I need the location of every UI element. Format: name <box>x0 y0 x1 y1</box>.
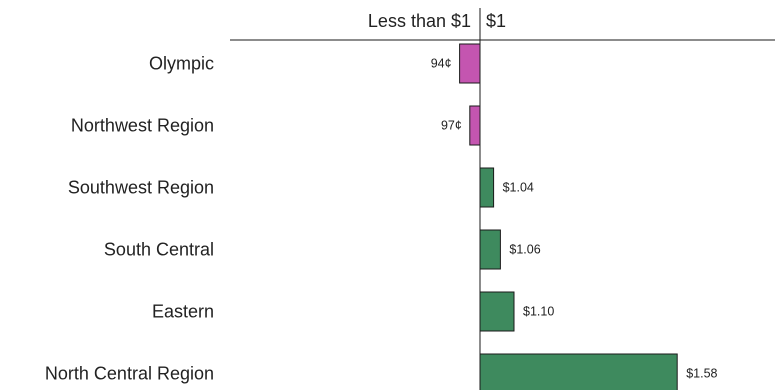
bar-rows: Olympic 94¢ Northwest Region 97¢ Southwest R… <box>45 43 718 390</box>
value-label: 94¢ <box>431 57 452 71</box>
bar-eastern <box>479 291 515 332</box>
value-label: $1.06 <box>509 243 540 257</box>
header-less-than-label: Less than $1 <box>368 11 471 31</box>
bar-north-central-region <box>479 353 678 390</box>
chart-header: Less than $1 $1 <box>230 11 775 41</box>
category-label: Northwest Region <box>71 116 214 136</box>
bar-south-central <box>479 229 501 270</box>
bar-southwest-region <box>479 167 495 208</box>
value-label: 97¢ <box>441 119 462 133</box>
category-label: South Central <box>104 240 214 260</box>
header-baseline-label: $1 <box>486 11 506 31</box>
category-label: Eastern <box>152 302 214 322</box>
value-label: $1.58 <box>686 367 717 381</box>
bar-olympic <box>459 43 481 84</box>
value-label: $1.04 <box>503 181 534 195</box>
value-label: $1.10 <box>523 305 554 319</box>
bar-northwest-region <box>469 105 481 146</box>
category-label: North Central Region <box>45 364 214 384</box>
category-label: Southwest Region <box>68 178 214 198</box>
category-label: Olympic <box>149 54 214 74</box>
